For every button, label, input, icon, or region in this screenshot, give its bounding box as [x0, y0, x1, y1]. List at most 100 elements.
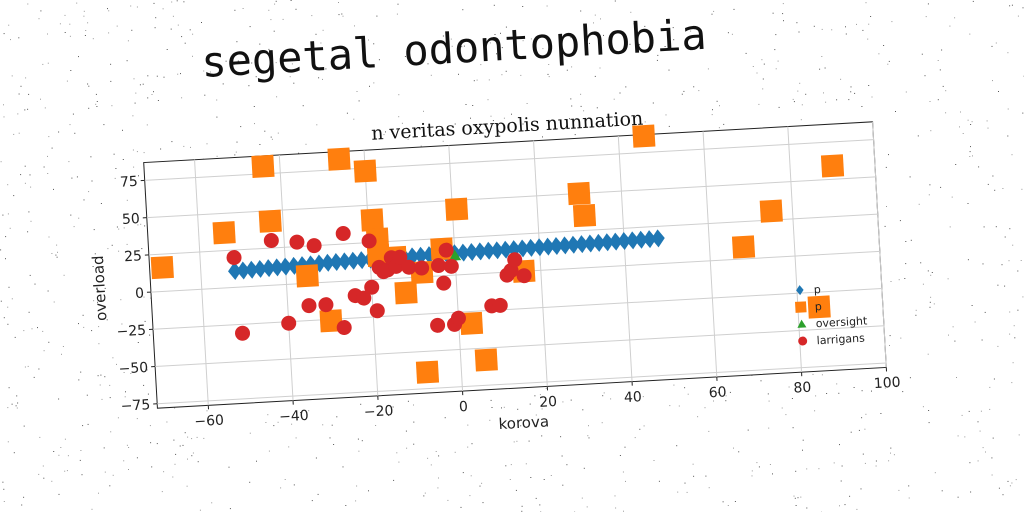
noise-speck [588, 425, 589, 427]
noise-speck [915, 309, 917, 311]
noise-speck [775, 34, 777, 36]
noise-speck [81, 474, 83, 476]
noise-speck [725, 400, 727, 402]
x-tick-label: −40 [279, 408, 309, 426]
noise-speck [570, 399, 572, 401]
x-tick-label: 100 [873, 375, 901, 392]
noise-speck [927, 3, 929, 5]
noise-speck [977, 460, 979, 462]
diamond-point [625, 231, 640, 250]
noise-speck [513, 441, 515, 443]
circle-point [369, 303, 385, 319]
noise-speck [969, 156, 971, 157]
noise-speck [520, 74, 522, 76]
noise-speck [878, 53, 880, 55]
noise-speck [683, 90, 685, 92]
diamond-point [608, 232, 623, 251]
y-tick-label: 0 [135, 285, 145, 301]
noise-speck [24, 182, 26, 184]
noise-speck [960, 111, 961, 113]
noise-speck [890, 447, 892, 449]
square-point [807, 295, 831, 319]
circle-point [450, 310, 466, 326]
noise-speck [8, 24, 10, 26]
noise-speck [668, 125, 670, 127]
noise-speck [177, 73, 179, 75]
noise-speck [860, 488, 862, 490]
noise-speck [864, 428, 866, 430]
noise-speck [109, 384, 111, 386]
noise-speck [871, 96, 873, 98]
noise-speck [48, 136, 50, 138]
noise-speck [933, 303, 935, 305]
noise-speck [821, 28, 823, 30]
noise-speck [476, 79, 478, 81]
noise-speck [151, 466, 153, 468]
noise-speck [121, 323, 123, 325]
noise-speck [284, 479, 286, 480]
noise-speck [826, 393, 828, 394]
noise-speck [69, 23, 71, 25]
circle-point [361, 233, 377, 249]
noise-speck [248, 85, 250, 87]
noise-speck [471, 443, 473, 445]
noise-speck [972, 0, 974, 2]
noise-speck [122, 129, 123, 131]
noise-speck [57, 251, 58, 253]
noise-speck [1004, 285, 1006, 287]
noise-speck [126, 199, 128, 201]
noise-speck [53, 301, 55, 303]
noise-speck [838, 392, 840, 394]
noise-speck [30, 220, 32, 222]
noise-speck [1012, 362, 1014, 364]
noise-speck [922, 283, 924, 285]
noise-speck [311, 15, 313, 17]
noise-speck [277, 421, 279, 423]
noise-speck [3, 488, 5, 490]
noise-speck [582, 409, 584, 411]
noise-speck [898, 489, 900, 491]
noise-speck [501, 407, 502, 409]
noise-speck [110, 80, 112, 82]
noise-speck [614, 0, 616, 2]
circle-point [364, 279, 380, 295]
noise-speck [322, 78, 323, 80]
noise-speck [570, 98, 572, 100]
noise-speck [147, 97, 149, 99]
noise-speck [109, 485, 111, 487]
noise-speck [850, 86, 852, 88]
noise-speck [0, 249, 2, 251]
noise-speck [970, 146, 971, 148]
noise-speck [234, 9, 236, 11]
square-point [394, 281, 418, 305]
noise-speck [329, 437, 331, 439]
noise-speck [357, 438, 359, 440]
noise-speck [131, 29, 133, 31]
noise-speck [114, 177, 116, 179]
noise-speck [173, 439, 175, 441]
noise-speck [535, 414, 537, 416]
noise-speck [924, 75, 926, 77]
noise-speck [179, 445, 181, 447]
noise-speck [888, 154, 889, 156]
noise-speck [143, 152, 145, 154]
noise-speck [18, 132, 20, 134]
noise-speck [124, 396, 126, 398]
noise-speck [762, 88, 764, 90]
noise-speck [56, 244, 58, 246]
noise-speck [539, 504, 541, 506]
noise-speck [473, 80, 475, 82]
diamond-point [515, 239, 530, 258]
noise-speck [909, 176, 911, 178]
noise-speck [358, 100, 360, 102]
noise-speck [930, 130, 932, 132]
noise-speck [697, 416, 699, 418]
noise-speck [782, 3, 784, 5]
noise-speck [53, 188, 54, 190]
noise-speck [300, 412, 301, 413]
noise-speck [189, 29, 191, 31]
diamond-point [338, 252, 352, 271]
noise-speck [752, 66, 754, 67]
